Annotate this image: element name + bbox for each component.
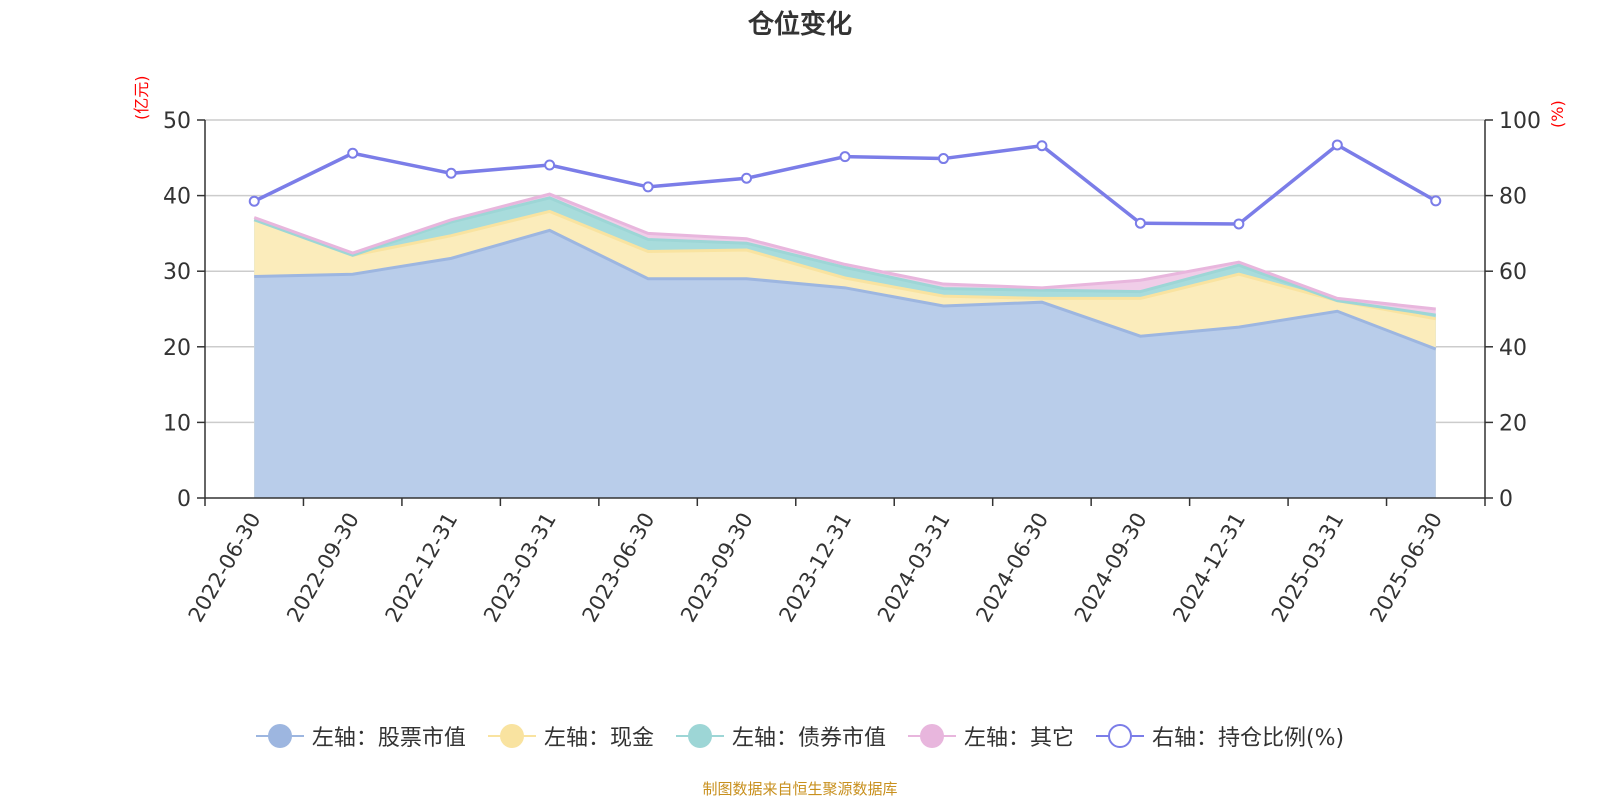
right-tick-label: 60 [1499, 260, 1527, 285]
line-point [248, 195, 260, 207]
line-point [1430, 195, 1442, 207]
area-line-左轴：债券市值 [253, 196, 1436, 317]
x-tick-label: 2024-09-30 [1070, 509, 1152, 627]
right-tick-label: 100 [1499, 109, 1541, 134]
legend-item[interactable]: 左轴：其它 [907, 720, 1074, 752]
line-point [839, 151, 851, 163]
line-point [642, 181, 654, 193]
x-tick-label: 2023-06-30 [578, 509, 660, 627]
left-tick-label: 30 [163, 260, 191, 285]
right-tick-label: 80 [1499, 185, 1527, 210]
x-tick-label: 2022-09-30 [282, 509, 364, 627]
left-tick-label: 10 [163, 411, 191, 436]
data-source-note: 制图数据来自恒生聚源数据库 [702, 780, 898, 798]
x-tick-label: 2023-03-31 [479, 509, 561, 627]
line-point [1036, 140, 1048, 152]
chart-title: 仓位变化 [747, 10, 852, 40]
right-tick-label: 40 [1499, 336, 1527, 361]
legend-label: 右轴：持仓比例(%) [1151, 726, 1345, 751]
legend-label: 左轴：其它 [963, 726, 1074, 751]
left-tick-label: 0 [177, 487, 191, 512]
legend-label: 左轴：债券市值 [731, 726, 886, 751]
x-tick-label: 2025-06-30 [1365, 509, 1447, 627]
left-tick-label: 50 [163, 109, 191, 134]
area-line-左轴：股票市值 [254, 228, 1437, 351]
line-point [1331, 139, 1343, 151]
legend-item[interactable]: 左轴：股票市值 [255, 720, 466, 752]
legend-marker-icon [487, 724, 536, 748]
area-左轴：股票市值 [254, 230, 1436, 498]
line-point [445, 167, 457, 179]
area-line-左轴：其它 [253, 192, 1436, 311]
x-tick-label: 2022-06-30 [184, 509, 266, 627]
right-tick-label: 20 [1499, 411, 1527, 436]
legend-marker-icon [907, 724, 956, 748]
left-tick-label: 20 [163, 336, 191, 361]
right-tick-label: 0 [1499, 487, 1513, 512]
x-tick-label: 2024-03-31 [873, 509, 955, 627]
x-tick-label: 2024-12-31 [1168, 509, 1250, 627]
legend-marker-icon [1095, 724, 1144, 748]
chart-legend: 左轴：股票市值 左轴：现金 左轴：债券市值 左轴：其它 右轴：持仓比例(%) [0, 720, 1600, 752]
line-point [544, 159, 556, 171]
area-line-左轴：现金 [253, 209, 1437, 321]
line-point [1134, 217, 1146, 229]
legend-item[interactable]: 左轴：债券市值 [675, 720, 886, 752]
legend-item[interactable]: 右轴：持仓比例(%) [1095, 720, 1345, 752]
legend-item[interactable]: 左轴：现金 [487, 720, 654, 752]
legend-label: 左轴：现金 [543, 726, 654, 751]
x-tick-label: 2022-12-31 [381, 508, 463, 626]
legend-marker-icon [675, 724, 724, 748]
x-tick-label: 2025-03-31 [1267, 509, 1349, 627]
line-point [937, 153, 949, 165]
x-tick-label: 2024-06-30 [971, 509, 1053, 627]
line-point [741, 172, 753, 184]
legend-marker-icon [255, 724, 304, 748]
legend-label: 左轴：股票市值 [311, 726, 466, 751]
x-tick-label: 2023-09-30 [676, 509, 758, 627]
line-point [1233, 218, 1245, 230]
x-tick-label: 2023-12-31 [774, 509, 856, 627]
line-point [347, 147, 359, 159]
left-tick-label: 40 [163, 185, 191, 210]
